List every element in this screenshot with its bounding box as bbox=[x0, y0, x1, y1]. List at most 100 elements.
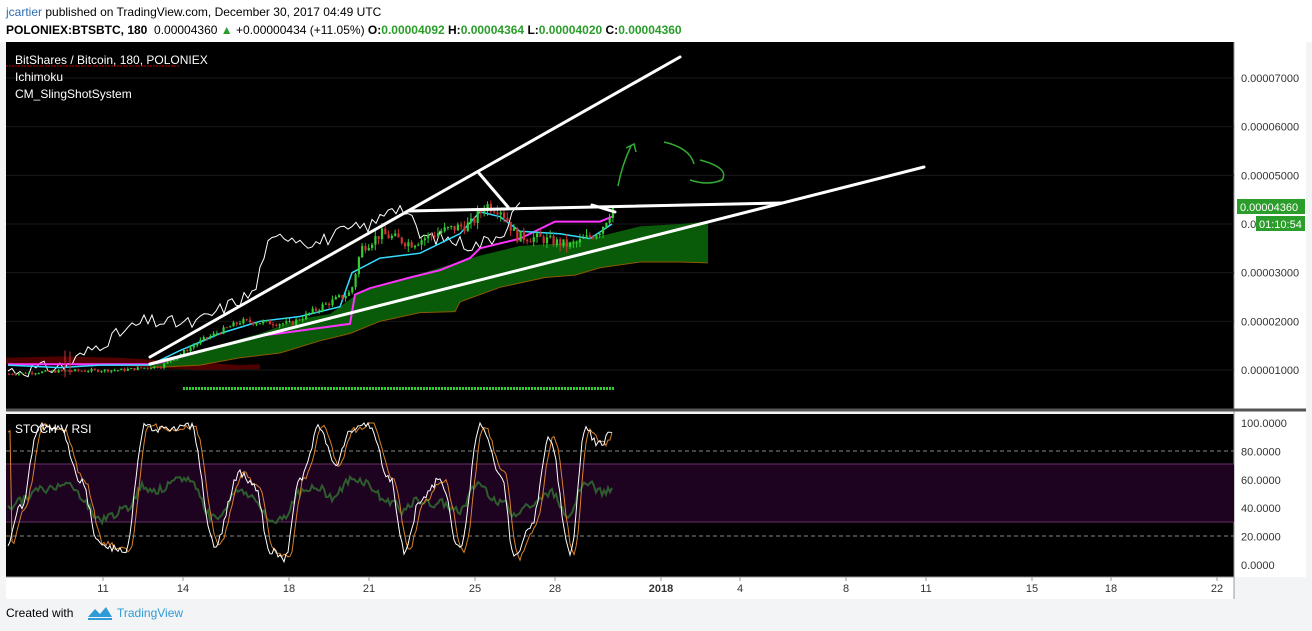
signal-dot bbox=[417, 387, 419, 390]
signal-dot bbox=[228, 387, 230, 390]
scribble-arrow-up bbox=[617, 142, 637, 187]
signal-dot bbox=[531, 387, 533, 390]
signal-dot bbox=[450, 387, 452, 390]
trendline[interactable] bbox=[148, 165, 926, 366]
signal-dot bbox=[195, 387, 197, 390]
signal-dot bbox=[348, 387, 350, 390]
publish-line: jcartier published on TradingView.com, D… bbox=[6, 5, 381, 19]
candle bbox=[575, 242, 578, 244]
signal-dot bbox=[513, 387, 515, 390]
chart-area[interactable]: 0.000070000.000060000.000050000.00004000… bbox=[0, 42, 1312, 600]
price-tick-label: 0.00007000 bbox=[1241, 73, 1299, 85]
candle bbox=[291, 321, 294, 326]
candle bbox=[437, 232, 440, 237]
candle bbox=[542, 236, 545, 244]
signal-dot bbox=[273, 387, 275, 390]
price-change: +0.00000434 (+11.05%) bbox=[236, 23, 365, 37]
candle bbox=[215, 333, 219, 335]
created-with-text: Created with bbox=[6, 606, 74, 620]
signal-dot bbox=[516, 387, 518, 390]
candle bbox=[536, 233, 539, 238]
candle bbox=[361, 245, 364, 258]
author-link[interactable]: jcartier bbox=[6, 5, 43, 19]
time-tick-label: 18 bbox=[283, 583, 295, 595]
candle bbox=[532, 237, 535, 242]
candle bbox=[443, 227, 446, 232]
open-label: O: bbox=[367, 23, 382, 37]
candle bbox=[27, 372, 30, 374]
signal-dot bbox=[420, 387, 422, 390]
signal-dot bbox=[249, 387, 251, 390]
candle bbox=[545, 237, 549, 244]
signal-dot bbox=[399, 387, 401, 390]
indicator-ichimoku-label[interactable]: Ichimoku bbox=[15, 70, 63, 84]
signal-dot bbox=[468, 387, 470, 390]
signal-dot bbox=[255, 387, 257, 390]
candle bbox=[321, 304, 324, 311]
candle bbox=[338, 295, 341, 297]
candle bbox=[311, 308, 314, 313]
signal-dot bbox=[378, 387, 380, 390]
time-tick-label: 8 bbox=[843, 583, 849, 595]
candle bbox=[17, 373, 21, 375]
candle bbox=[390, 235, 393, 239]
candle bbox=[384, 228, 387, 235]
signal-dot bbox=[441, 387, 443, 390]
candle bbox=[552, 235, 555, 246]
candle bbox=[483, 211, 486, 213]
candle bbox=[582, 237, 585, 239]
trendline[interactable] bbox=[476, 170, 510, 209]
candle bbox=[305, 313, 308, 320]
trendline[interactable] bbox=[590, 203, 617, 214]
candle bbox=[275, 325, 278, 327]
handwritten-annotation bbox=[617, 141, 725, 187]
candle bbox=[189, 347, 192, 352]
signal-dot bbox=[558, 387, 560, 390]
signal-dot bbox=[435, 387, 437, 390]
candle bbox=[97, 369, 100, 372]
signal-dot bbox=[327, 387, 329, 390]
candle bbox=[113, 370, 116, 372]
signal-dot bbox=[237, 387, 239, 390]
signal-dot bbox=[198, 387, 200, 390]
price-tick-label: 0.00001000 bbox=[1241, 365, 1299, 377]
signal-dot bbox=[609, 387, 611, 390]
tradingview-logo-icon[interactable] bbox=[87, 605, 113, 621]
signal-dot bbox=[375, 387, 377, 390]
time-axis[interactable] bbox=[6, 577, 1234, 599]
oscillator-tick-label: 80.0000 bbox=[1241, 446, 1281, 458]
signal-dot bbox=[333, 387, 335, 390]
signal-dot bbox=[324, 387, 326, 390]
candle bbox=[318, 310, 321, 312]
signal-dot bbox=[306, 387, 308, 390]
candle bbox=[186, 349, 189, 352]
signal-dot bbox=[465, 387, 467, 390]
candle bbox=[100, 371, 103, 373]
signal-dot bbox=[297, 387, 299, 390]
candle bbox=[364, 245, 367, 251]
candle bbox=[605, 222, 608, 227]
signal-dot bbox=[432, 387, 434, 390]
candle bbox=[262, 321, 265, 324]
tradingview-link[interactable]: TradingView bbox=[117, 606, 184, 620]
signal-dot bbox=[411, 387, 413, 390]
signal-dot bbox=[603, 387, 605, 390]
trendline[interactable] bbox=[148, 55, 682, 359]
signal-dot bbox=[201, 387, 203, 390]
signal-dot bbox=[285, 387, 287, 390]
signal-dot bbox=[246, 387, 248, 390]
candle bbox=[44, 370, 47, 372]
signal-dot bbox=[384, 387, 386, 390]
price-axis[interactable] bbox=[1234, 42, 1306, 577]
candle bbox=[219, 333, 222, 335]
signal-dot bbox=[309, 387, 311, 390]
signal-dot bbox=[192, 387, 194, 390]
signal-dot bbox=[213, 387, 215, 390]
indicator-slingshot-label[interactable]: CM_SlingShotSystem bbox=[15, 87, 132, 101]
time-tick-label: 25 bbox=[469, 583, 481, 595]
stoch-rsi-label[interactable]: STOCH V RSI bbox=[15, 422, 91, 436]
candle bbox=[60, 370, 63, 372]
candle bbox=[110, 370, 113, 372]
candle bbox=[473, 218, 476, 223]
candle bbox=[499, 212, 502, 215]
